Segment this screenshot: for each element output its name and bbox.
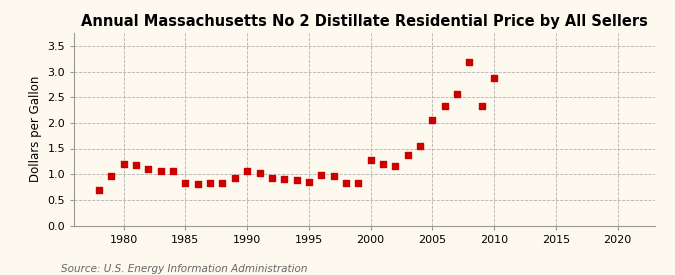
Point	[365, 158, 376, 163]
Point	[452, 91, 462, 96]
Point	[328, 174, 339, 178]
Point	[217, 181, 228, 186]
Point	[155, 168, 166, 173]
Point	[341, 181, 352, 186]
Point	[167, 168, 178, 173]
Point	[143, 167, 154, 171]
Point	[267, 175, 277, 180]
Point	[304, 180, 315, 184]
Point	[316, 173, 327, 177]
Point	[118, 162, 129, 166]
Point	[414, 144, 425, 148]
Point	[439, 104, 450, 108]
Point	[242, 168, 252, 173]
Point	[130, 163, 141, 168]
Point	[377, 162, 388, 166]
Point	[427, 118, 438, 122]
Point	[94, 187, 105, 192]
Point	[390, 164, 401, 169]
Title: Annual Massachusetts No 2 Distillate Residential Price by All Sellers: Annual Massachusetts No 2 Distillate Res…	[81, 14, 648, 29]
Point	[464, 60, 475, 64]
Y-axis label: Dollars per Gallon: Dollars per Gallon	[29, 76, 42, 182]
Text: Source: U.S. Energy Information Administration: Source: U.S. Energy Information Administ…	[61, 264, 307, 274]
Point	[205, 181, 215, 186]
Point	[477, 104, 487, 108]
Point	[489, 76, 500, 80]
Point	[180, 181, 191, 186]
Point	[402, 152, 413, 157]
Point	[230, 175, 240, 180]
Point	[254, 170, 265, 175]
Point	[106, 174, 117, 178]
Point	[291, 178, 302, 183]
Point	[192, 182, 203, 187]
Point	[353, 181, 364, 186]
Point	[279, 177, 290, 182]
